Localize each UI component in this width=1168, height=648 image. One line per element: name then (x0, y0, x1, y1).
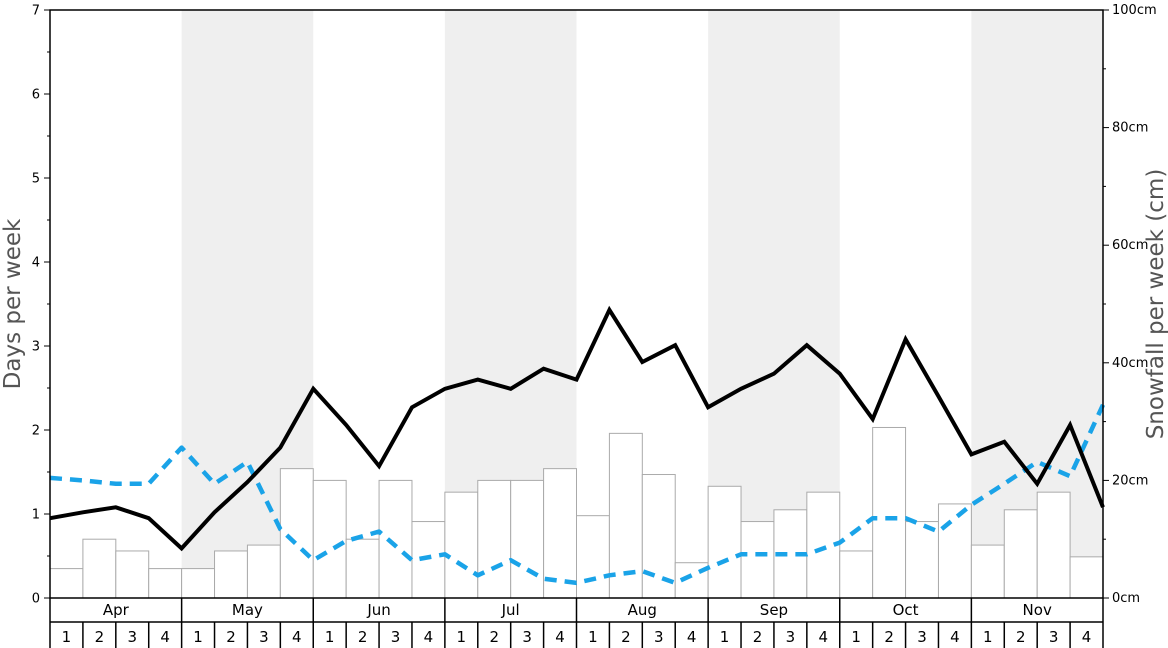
y2-tick-label: 60cm (1112, 238, 1148, 253)
snowfall-bar (148, 568, 183, 599)
month-label-sep: Sep (760, 601, 788, 619)
day-lines (49, 305, 1106, 586)
y2-tick-label: 20cm (1112, 473, 1148, 488)
week-label: 2 (884, 628, 894, 646)
week-label: 3 (654, 628, 664, 646)
y-tick-label: 2 (32, 424, 40, 439)
y2-tick-label: 100cm (1112, 3, 1157, 18)
week-label: 4 (292, 628, 302, 646)
week-label: 3 (259, 628, 269, 646)
y-tick-label: 3 (32, 340, 40, 355)
snowfall-bar (1069, 556, 1104, 599)
week-label: 3 (391, 628, 401, 646)
snowfall-bar (477, 479, 512, 599)
month-label-aug: Aug (628, 601, 657, 619)
month-label-apr: Apr (103, 601, 130, 619)
snowfall-bar (246, 544, 281, 599)
snowfall-bar (543, 468, 577, 599)
snowfall-bar (411, 521, 446, 599)
snowfall-bar (279, 468, 314, 599)
y-tick-label: 4 (32, 256, 40, 271)
week-label: 2 (358, 628, 368, 646)
y2-tick-label: 0cm (1112, 591, 1140, 606)
week-label: 1 (325, 628, 335, 646)
week-label: 1 (851, 628, 861, 646)
month-label-oct: Oct (893, 601, 919, 619)
snowfall-bar (312, 479, 347, 599)
snowfall-bar (839, 550, 874, 599)
snowfall-bar (115, 550, 150, 599)
snowfall-bar (49, 568, 84, 599)
y-tick-label: 7 (32, 4, 40, 19)
snowfall-bar (872, 426, 907, 599)
week-label: 3 (127, 628, 137, 646)
dashed-series-line (49, 403, 1106, 586)
month-label-nov: Nov (1023, 601, 1052, 619)
week-label: 1 (62, 628, 72, 646)
week-label: 1 (193, 628, 203, 646)
month-shading (181, 10, 1103, 598)
y-axis-title: Days per week (0, 218, 26, 389)
week-label: 3 (1049, 628, 1059, 646)
week-label: 2 (95, 628, 105, 646)
snowfall-bar (1003, 509, 1038, 599)
week-label: 4 (1082, 628, 1092, 646)
snowfall-bar (707, 485, 742, 599)
week-label: 2 (1016, 628, 1026, 646)
solid-series-line (49, 305, 1105, 552)
week-label: 3 (786, 628, 796, 646)
week-label: 2 (226, 628, 236, 646)
y2-axis-title: Snowfall per week (cm) (1143, 169, 1168, 440)
snowfall-bar (576, 515, 610, 599)
week-label: 4 (424, 628, 434, 646)
snowfall-bar (608, 432, 643, 599)
week-label: 4 (555, 628, 565, 646)
week-label: 4 (160, 628, 170, 646)
month-label-jul: Jul (501, 601, 520, 619)
week-label: 1 (983, 628, 993, 646)
week-label: 2 (489, 628, 499, 646)
snowfall-bar (740, 521, 775, 599)
y-tick-label: 5 (32, 172, 40, 187)
snowfall-bar (937, 503, 972, 599)
snowfall-bars (49, 426, 1104, 599)
y-tick-label: 6 (32, 88, 40, 103)
snowfall-bar (82, 538, 117, 599)
snowfall-bar (510, 479, 545, 599)
snowfall-bar (1036, 491, 1071, 599)
snowfall-bar (378, 479, 413, 599)
month-label-jun: Jun (366, 601, 390, 619)
snowfall-bar (905, 521, 939, 599)
axes: 0 1 2 3 4 5 6 7 0cm 20cm 40cm 60cm 80cm 100cm Apr 1 2 3 4 M… (32, 3, 1157, 648)
snowfall-bar (214, 550, 248, 599)
week-label: 1 (720, 628, 730, 646)
week-label: 2 (753, 628, 763, 646)
y2-tick-label: 80cm (1112, 121, 1148, 136)
snowfall-bar (345, 538, 380, 599)
week-label: 1 (457, 628, 467, 646)
snowfall-bar (970, 544, 1005, 599)
snowfall-bar (641, 474, 676, 599)
month-label-may: May (232, 601, 263, 619)
y-tick-label: 0 (32, 592, 40, 607)
week-label: 1 (588, 628, 598, 646)
y2-tick-label: 40cm (1112, 356, 1148, 371)
week-label: 4 (819, 628, 829, 646)
week-label: 3 (917, 628, 927, 646)
week-label: 2 (621, 628, 631, 646)
y-tick-label: 1 (32, 508, 40, 523)
week-label: 4 (687, 628, 697, 646)
snowfall-bar (181, 568, 216, 599)
week-label: 4 (950, 628, 960, 646)
snowfall-bar (444, 491, 479, 599)
week-label: 3 (522, 628, 532, 646)
